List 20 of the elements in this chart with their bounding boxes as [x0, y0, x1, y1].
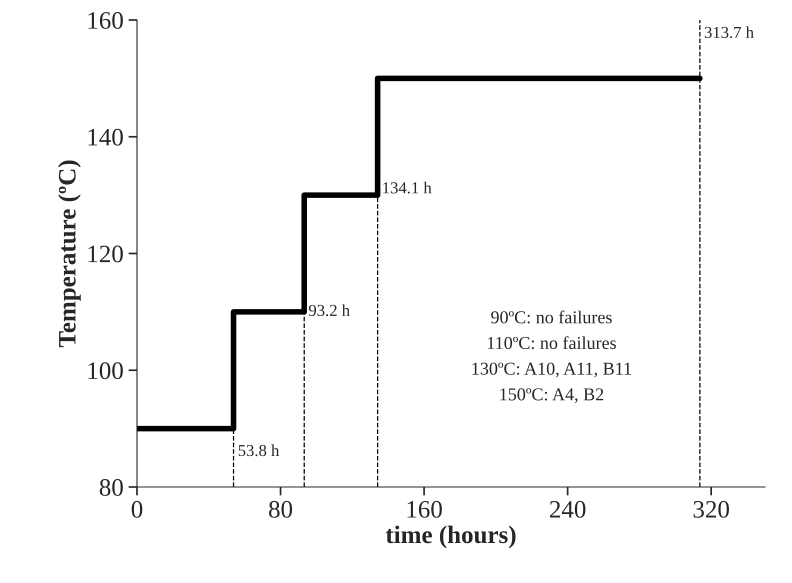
x-tick-label: 160 — [408, 500, 442, 518]
y-tick-label: 160 — [88, 12, 123, 29]
y-tick-label: 140 — [88, 128, 123, 146]
x-tick-label: 320 — [694, 500, 729, 518]
annotation: 130ºC: A10, A11, B11 — [472, 362, 632, 378]
x-tick-label: 240 — [550, 500, 586, 518]
annotation: 134.1 h — [383, 182, 432, 194]
x-tick-label: 80 — [268, 500, 292, 518]
y-tick-label: 120 — [88, 246, 123, 262]
annotation: 150ºC: A4, B2 — [500, 388, 604, 404]
x-axis-title: time (hours) — [386, 526, 516, 548]
ref-line-label: 313.7 h — [704, 26, 754, 38]
y-tick-label: 80 — [100, 479, 123, 496]
annotation: 53.8 h — [238, 444, 280, 456]
x-tick-label: 0 — [132, 500, 142, 518]
y-axis-title: Temperature (ºC) — [58, 160, 81, 348]
y-tick-label: 100 — [88, 362, 123, 380]
annotation: 93.2 h — [308, 304, 350, 316]
annotation: 90ºC: no failures — [491, 310, 612, 324]
annotation: 110ºC: no failures — [488, 336, 616, 350]
